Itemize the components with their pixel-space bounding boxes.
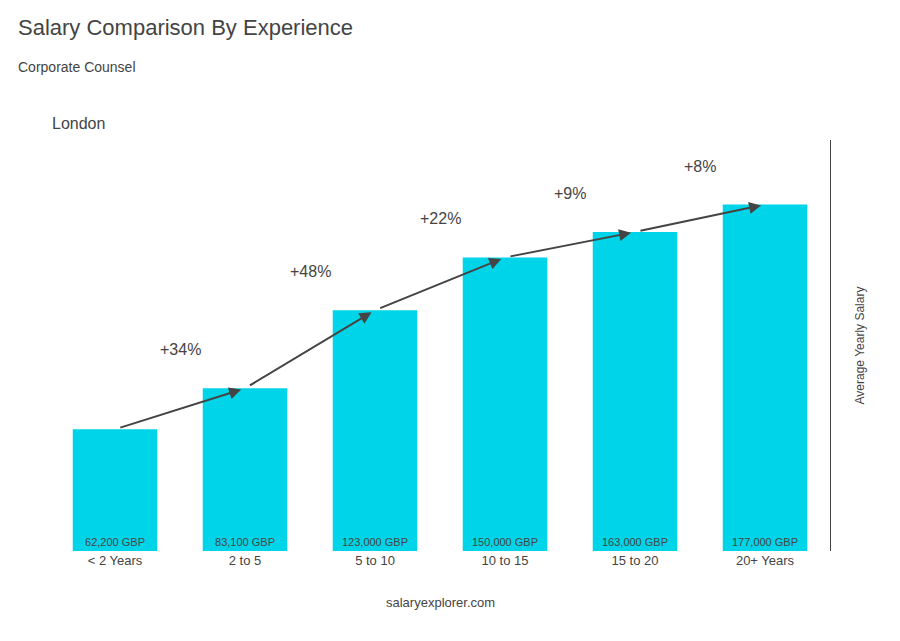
- svg-text:+8%: +8%: [684, 158, 716, 175]
- svg-text:20+ Years: 20+ Years: [736, 553, 795, 568]
- svg-text:10 to 15: 10 to 15: [482, 553, 529, 568]
- svg-text:15 to 20: 15 to 20: [612, 553, 659, 568]
- svg-text:salaryexplorer.com: salaryexplorer.com: [386, 595, 495, 610]
- svg-text:150,000 GBP: 150,000 GBP: [472, 536, 538, 548]
- svg-text:+22%: +22%: [420, 210, 461, 227]
- svg-text:Salary Comparison By Experienc: Salary Comparison By Experience: [18, 15, 353, 40]
- svg-text:177,000 GBP: 177,000 GBP: [732, 536, 798, 548]
- svg-text:London: London: [52, 115, 105, 132]
- svg-text:< 2 Years: < 2 Years: [88, 553, 143, 568]
- svg-text:123,000 GBP: 123,000 GBP: [342, 536, 408, 548]
- svg-text:62,200 GBP: 62,200 GBP: [85, 536, 145, 548]
- svg-text:2 to 5: 2 to 5: [229, 553, 262, 568]
- svg-text:+48%: +48%: [290, 263, 331, 280]
- svg-text:+9%: +9%: [554, 185, 586, 202]
- svg-text:+34%: +34%: [160, 341, 201, 358]
- svg-text:5 to 10: 5 to 10: [355, 553, 395, 568]
- svg-text:Average Yearly Salary: Average Yearly Salary: [853, 287, 867, 405]
- svg-text:83,100 GBP: 83,100 GBP: [215, 536, 275, 548]
- svg-text:163,000 GBP: 163,000 GBP: [602, 536, 668, 548]
- svg-text:Corporate Counsel: Corporate Counsel: [18, 59, 136, 75]
